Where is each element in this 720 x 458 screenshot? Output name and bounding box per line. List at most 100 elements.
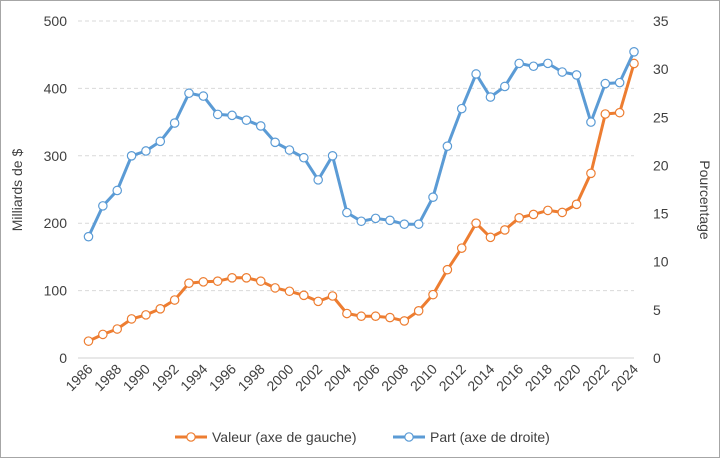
left-tick-label: 400 xyxy=(44,80,68,96)
series-1 xyxy=(83,58,639,346)
data-point xyxy=(227,110,237,121)
data-point xyxy=(528,61,539,72)
data-point xyxy=(299,152,309,163)
data-point xyxy=(370,213,381,224)
data-point xyxy=(586,117,596,127)
data-point xyxy=(571,199,582,210)
data-point xyxy=(528,209,539,220)
data-point xyxy=(284,286,295,297)
data-point xyxy=(198,277,209,287)
data-point xyxy=(500,81,510,92)
data-point xyxy=(413,219,424,229)
data-point xyxy=(112,185,123,196)
data-point xyxy=(614,107,625,118)
x-tick-label: 1988 xyxy=(91,361,124,394)
data-point xyxy=(485,232,496,243)
right-tick-label: 25 xyxy=(653,109,669,125)
x-tick-label: 2018 xyxy=(522,361,555,394)
y-axis-right-label: Pourcentage xyxy=(697,160,713,240)
data-point xyxy=(342,308,352,319)
right-tick-label: 15 xyxy=(653,206,669,222)
data-point xyxy=(126,151,137,161)
legend: Valeur (axe de gauche) Part (axe de droit… xyxy=(175,429,550,445)
data-point xyxy=(543,58,553,69)
data-point xyxy=(614,77,625,88)
left-tick-label: 500 xyxy=(44,13,68,29)
x-tick-label: 2022 xyxy=(579,361,612,394)
data-point xyxy=(370,311,381,322)
right-tick-label: 35 xyxy=(653,13,669,29)
x-tick-label: 1990 xyxy=(120,361,153,394)
data-point xyxy=(83,336,94,346)
data-point xyxy=(514,213,524,223)
grid-lines xyxy=(78,20,634,292)
data-point xyxy=(485,92,496,102)
data-point xyxy=(342,207,352,218)
x-tick-label: 2024 xyxy=(608,361,641,394)
data-point xyxy=(313,296,323,307)
data-point xyxy=(98,201,108,211)
data-point xyxy=(356,311,367,322)
data-point xyxy=(126,314,137,324)
data-point xyxy=(471,69,481,79)
right-tick-label: 5 xyxy=(653,302,661,318)
data-point xyxy=(600,78,611,89)
x-tick-label: 2004 xyxy=(321,361,354,394)
data-point xyxy=(557,207,568,218)
data-point xyxy=(141,310,151,320)
data-point xyxy=(385,312,395,323)
data-point xyxy=(356,216,367,227)
right-tick-label: 10 xyxy=(653,254,669,270)
data-point xyxy=(471,218,481,228)
data-point xyxy=(586,168,596,179)
x-tick-label: 1986 xyxy=(62,361,95,394)
data-point xyxy=(514,58,524,69)
data-point xyxy=(198,91,209,101)
legend-swatch-marker xyxy=(404,432,414,442)
data-point xyxy=(571,70,582,80)
right-tick-label: 0 xyxy=(653,350,661,366)
x-tick-label: 1996 xyxy=(206,361,239,394)
data-point xyxy=(442,141,453,151)
data-point xyxy=(112,324,123,334)
legend-swatch-marker xyxy=(186,432,196,442)
data-point xyxy=(428,289,438,300)
right-axis-ticks: 0 5 10 15 20 25 30 35 xyxy=(653,13,669,366)
data-point xyxy=(327,151,338,161)
data-point xyxy=(299,290,309,301)
data-point xyxy=(155,136,166,147)
data-point xyxy=(327,291,338,301)
data-point xyxy=(255,276,266,286)
left-tick-label: 300 xyxy=(44,148,68,164)
x-tick-label: 1998 xyxy=(235,361,268,394)
x-tick-label: 2010 xyxy=(407,361,440,394)
y-axis-left-label: Milliards de $ xyxy=(9,149,25,232)
data-point xyxy=(629,47,639,57)
legend-label: Valeur (axe de gauche) xyxy=(212,429,357,445)
data-point xyxy=(184,278,194,288)
series-2 xyxy=(83,47,639,242)
data-point xyxy=(313,175,323,185)
data-point xyxy=(413,306,424,316)
data-point xyxy=(428,192,438,203)
x-tick-label: 2000 xyxy=(263,361,296,394)
right-tick-label: 30 xyxy=(653,61,669,77)
legend-item: Valeur (axe de gauche) xyxy=(175,429,357,445)
data-point xyxy=(241,272,252,283)
data-point xyxy=(83,231,94,242)
right-tick-label: 20 xyxy=(653,157,669,173)
data-point xyxy=(442,264,453,275)
data-point xyxy=(543,205,553,216)
x-axis-ticks: 1986198819901992199419961998200020022004… xyxy=(62,361,641,394)
data-point xyxy=(212,109,223,120)
data-point xyxy=(169,295,180,305)
data-point xyxy=(557,67,568,77)
data-point xyxy=(169,118,180,128)
left-tick-label: 0 xyxy=(59,350,67,366)
series-layer xyxy=(83,47,639,346)
data-point xyxy=(184,88,194,99)
data-point xyxy=(284,145,295,155)
data-point xyxy=(456,103,467,114)
left-tick-label: 200 xyxy=(44,215,68,231)
data-point xyxy=(227,272,237,283)
